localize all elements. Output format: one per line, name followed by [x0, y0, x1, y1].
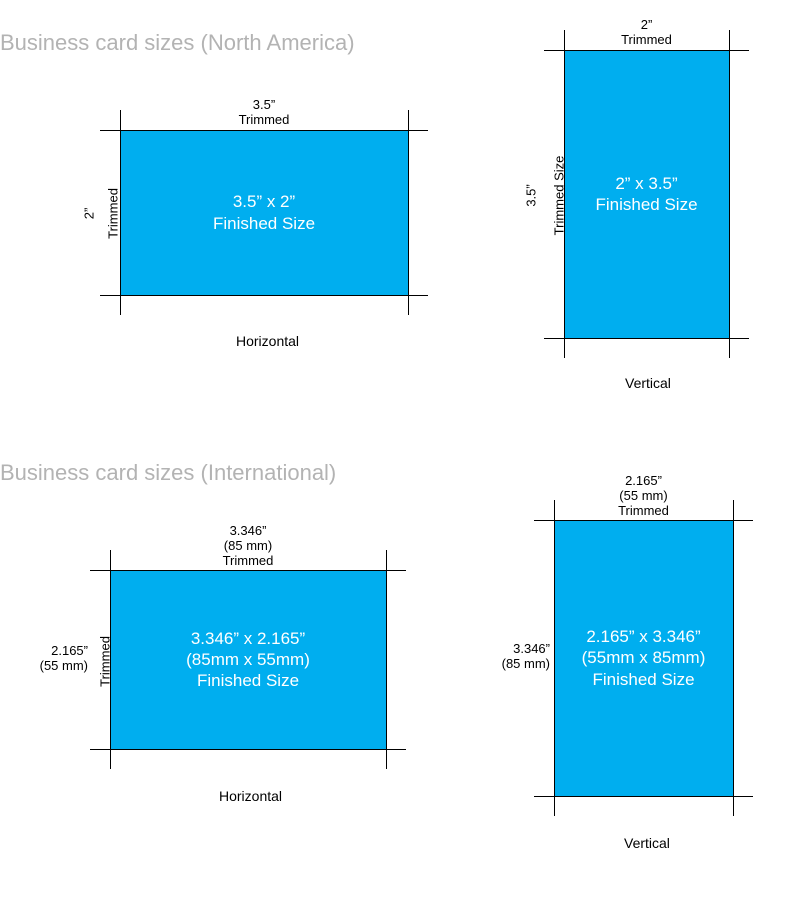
dim-value: 2” — [641, 17, 653, 32]
tick-line — [554, 500, 555, 816]
orientation-label: Vertical — [625, 375, 671, 391]
dim-value: 2.165” — [51, 643, 88, 658]
tick-line — [729, 30, 730, 358]
dim-mid: (85 mm) — [224, 538, 272, 553]
card-size-line: 3.346” x 2.165” — [191, 628, 305, 649]
dim-label-left-stacked: 3.346” (85 mm) — [462, 642, 550, 672]
dim-value-left: 3.5” — [525, 175, 540, 215]
dim-value-left: 2” — [83, 193, 98, 233]
tick-line — [90, 749, 406, 750]
dim-value: 2.165” — [625, 473, 662, 488]
dim-label-top: 3.346” (85 mm) Trimmed — [110, 524, 386, 569]
dim-sub: Trimmed — [239, 112, 290, 127]
tick-line — [733, 500, 734, 816]
tick-line — [100, 130, 428, 131]
tick-line — [90, 570, 406, 571]
card-size-line: Finished Size — [592, 669, 694, 690]
dim-value: 3.346” — [230, 523, 267, 538]
dim-sub-left: Trimmed Size — [553, 145, 568, 245]
tick-line — [534, 520, 753, 521]
tick-line — [544, 338, 749, 339]
dim-value: 3.346” — [513, 641, 550, 656]
dim-label-left-stacked: 2.165” (55 mm) — [0, 644, 88, 674]
dim-value: 3.5” — [253, 97, 275, 112]
card-intl-vertical: 2.165” x 3.346” (55mm x 85mm) Finished S… — [554, 520, 733, 796]
card-intl-horizontal: 3.346” x 2.165” (85mm x 55mm) Finished S… — [110, 570, 386, 749]
dim-sub-left: Trimmed — [107, 183, 122, 243]
card-size-line: (55mm x 85mm) — [582, 647, 706, 668]
card-size-line: Finished Size — [213, 213, 315, 234]
tick-line — [408, 110, 409, 315]
card-na-vertical: 2” x 3.5” Finished Size — [564, 50, 729, 338]
orientation-label: Vertical — [624, 835, 670, 851]
tick-line — [386, 550, 387, 769]
orientation-label: Horizontal — [219, 788, 282, 804]
dim-label-top: 2” Trimmed — [564, 18, 729, 48]
tick-line — [534, 796, 753, 797]
card-size-line: (85mm x 55mm) — [186, 649, 310, 670]
orientation-label: Horizontal — [236, 333, 299, 349]
section-title-intl: Business card sizes (International) — [0, 460, 336, 486]
dim-sub-left: Trimmed — [99, 631, 114, 691]
dim-mid: (85 mm) — [502, 656, 550, 671]
dim-sub: Trimmed — [223, 553, 274, 568]
card-size-line: Finished Size — [197, 670, 299, 691]
card-size-line: 3.5” x 2” — [233, 191, 295, 212]
section-title-na: Business card sizes (North America) — [0, 30, 355, 56]
card-na-horizontal: 3.5” x 2” Finished Size — [120, 130, 408, 295]
dim-sub: Trimmed — [621, 32, 672, 47]
dim-label-top: 3.5” Trimmed — [120, 98, 408, 128]
card-size-line: 2.165” x 3.346” — [586, 626, 700, 647]
tick-line — [100, 295, 428, 296]
dim-mid: (55 mm) — [619, 488, 667, 503]
dim-mid: (55 mm) — [40, 658, 88, 673]
card-size-line: 2” x 3.5” — [615, 173, 677, 194]
tick-line — [544, 50, 749, 51]
dim-sub: Trimmed — [618, 503, 669, 518]
card-size-line: Finished Size — [595, 194, 697, 215]
dim-label-top: 2.165” (55 mm) Trimmed — [554, 474, 733, 519]
